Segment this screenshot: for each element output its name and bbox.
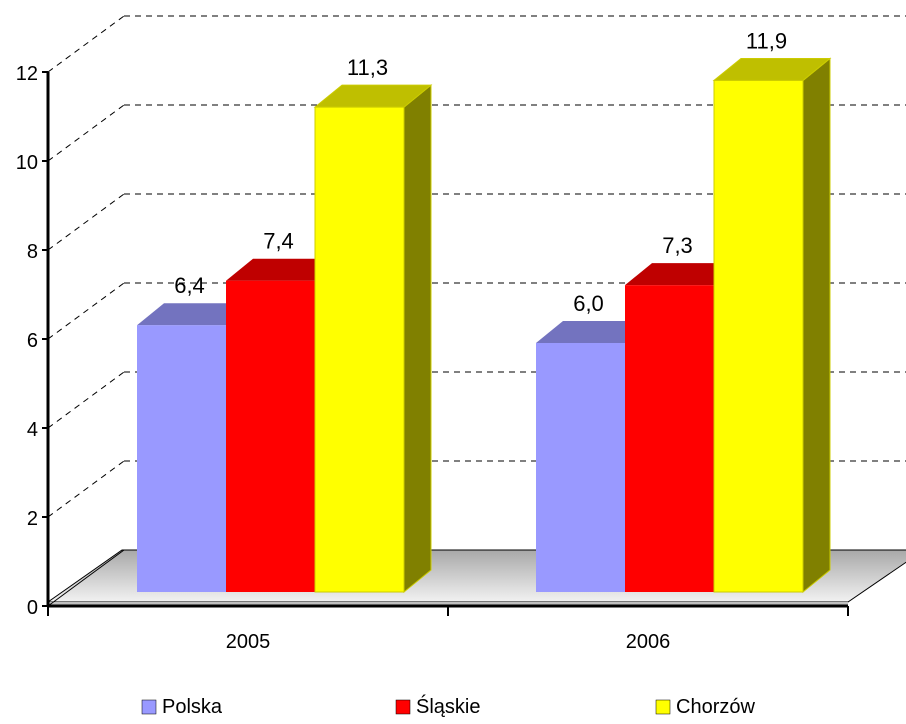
data-label: 7,4 (263, 229, 294, 254)
data-label: 11,9 (746, 28, 787, 53)
legend-label: Śląskie (416, 694, 480, 718)
bar-front (314, 106, 405, 593)
legend-label: Chorzów (676, 696, 755, 718)
base-diagonal (47, 549, 125, 607)
gridline-diagonal (47, 282, 125, 340)
data-labels: 6,4 6,0 7,4 7,3 11,3 11,9 (174, 28, 787, 316)
bar-front (625, 285, 714, 592)
gridline-diagonal (47, 460, 125, 518)
bar-front (713, 79, 804, 593)
data-label: 6,0 (573, 291, 604, 316)
bar-front (137, 325, 226, 592)
y-tick-label: 0 (27, 597, 38, 619)
legend-swatch (655, 699, 671, 715)
data-label: 7,3 (662, 233, 693, 258)
bar-top (226, 258, 342, 281)
gridline-diagonal (47, 15, 125, 73)
bar-chorzów-2006 (712, 57, 832, 594)
x-category-label: 2006 (626, 631, 671, 653)
gridline-diagonal (47, 193, 125, 251)
bar-side (403, 84, 432, 594)
bar-side (802, 57, 831, 594)
bar-śląskie-2005 (226, 258, 342, 592)
y-tick-label: 12 (16, 63, 38, 85)
bar-top (536, 321, 652, 343)
y-tick-label: 10 (16, 152, 38, 174)
legend-item-chorzów: Chorzów (655, 696, 755, 718)
y-tick-label: 2 (27, 508, 38, 530)
bar-top (137, 303, 253, 326)
data-label: 11,3 (347, 55, 388, 80)
axes: 0 2 4 6 8 10 12 2005 2006 (16, 63, 849, 653)
x-category-label: 2005 (226, 631, 271, 653)
legend-label: Polska (162, 696, 223, 718)
y-tick-label: 8 (27, 241, 38, 263)
bar-front (536, 343, 625, 592)
legend: Polska Śląskie Chorzów (141, 694, 755, 718)
legend-item-śląskie: Śląskie (395, 694, 480, 718)
gridline-diagonal (47, 371, 125, 429)
legend-item-polska: Polska (141, 696, 223, 718)
bar-chorzów-2005 (313, 84, 433, 594)
bar-front (226, 280, 315, 592)
y-tick-label: 4 (27, 419, 38, 441)
legend-swatch (141, 699, 157, 715)
legend-swatch (395, 699, 411, 715)
bars (137, 57, 832, 594)
gridline-diagonal (47, 104, 125, 162)
y-tick-label: 6 (27, 330, 38, 352)
data-label: 6,4 (174, 273, 205, 298)
bar-top (625, 263, 741, 286)
